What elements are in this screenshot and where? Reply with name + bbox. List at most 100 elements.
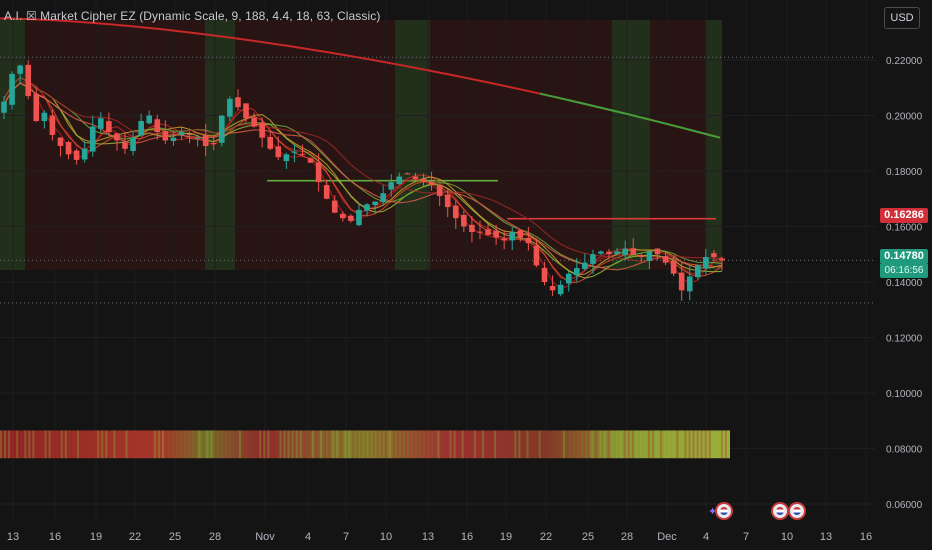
heat-strip-bar: [68, 430, 71, 459]
heat-strip-bar: [356, 430, 359, 459]
heat-strip-bar: [271, 430, 274, 459]
heat-strip-bar: [81, 430, 83, 459]
candle-body: [509, 232, 516, 241]
heat-strip-bar: [554, 430, 557, 459]
time-tick-label: 4: [703, 531, 709, 543]
candle-body: [686, 276, 693, 292]
heat-strip-bar: [587, 430, 590, 459]
heat-strip-bar: [214, 430, 217, 459]
heat-strip-bar: [72, 430, 75, 459]
time-tick-label: 25: [582, 531, 594, 543]
us-flag-event-icon[interactable]: [788, 502, 806, 520]
candle-body: [49, 115, 56, 135]
candle-body: [348, 215, 354, 221]
candle-body: [194, 137, 201, 139]
heat-strip-bar: [263, 430, 266, 459]
candle-body: [202, 134, 209, 147]
heat-strip-bar: [615, 430, 618, 459]
heat-strip-bar: [166, 430, 169, 459]
heat-strip-bar: [635, 430, 638, 459]
candle-body: [614, 251, 620, 255]
ribbon-line: [3, 80, 723, 290]
time-tick-label: 13: [422, 531, 434, 543]
candle-body: [412, 176, 419, 180]
indicator-title: A.I. ☒ Market Cipher EZ (Dynamic Scale, …: [4, 9, 381, 23]
heat-strip-bar: [490, 430, 493, 459]
candle-body: [477, 231, 483, 233]
candle-body: [436, 185, 443, 196]
candle-body: [17, 65, 23, 74]
candle-body: [89, 126, 96, 152]
us-flag-event-icon[interactable]: [771, 502, 789, 520]
currency-button[interactable]: USD: [884, 7, 920, 29]
heat-strip-bar: [251, 430, 254, 459]
heat-strip-band: [0, 430, 730, 459]
time-tick-label: 16: [461, 531, 473, 543]
candle-body: [323, 185, 330, 199]
candle-body: [573, 268, 580, 276]
heat-strip-bar: [243, 430, 245, 459]
price-tick-label: 0.06000: [886, 500, 923, 511]
heat-strip-bar: [595, 430, 598, 459]
heat-strip-bar: [465, 430, 468, 459]
price-axis: 0.22000 0.20000 0.18000 0.16000 0.14000 0.120…: [886, 56, 923, 511]
heat-strip-bar: [384, 430, 387, 459]
heat-strip-bar: [708, 430, 711, 459]
candle-body: [711, 253, 717, 258]
time-tick-label: 19: [90, 531, 102, 543]
candle-body: [9, 73, 15, 105]
heat-strip-bar: [364, 430, 367, 459]
heat-strip-bar: [24, 430, 27, 459]
ribbon-line: [3, 76, 723, 262]
candle-body: [662, 256, 669, 263]
time-axis: 13 16 19 22 25 28 Nov 4 7 10 13 16 19 22 25 28 Dec 4 7 10 13…: [7, 531, 872, 543]
candle-body: [444, 194, 451, 208]
candle-body: [25, 64, 32, 97]
candle-body: [646, 251, 653, 261]
candle-body: [210, 143, 217, 145]
candle-body: [33, 93, 40, 122]
heat-strip-bar: [287, 430, 290, 459]
last-price-tag: 0.14780: [880, 249, 928, 264]
heat-strip-bar: [603, 430, 606, 459]
heat-strip-bar: [692, 430, 695, 459]
heat-strip-bar: [93, 430, 96, 459]
heat-strip-bar: [639, 430, 642, 459]
price-tick-label: 0.08000: [886, 445, 923, 456]
candle-body: [154, 119, 161, 133]
candle-body: [517, 230, 524, 238]
heat-strip-bar: [668, 430, 671, 459]
heat-strip-bar: [514, 430, 517, 459]
heat-strip-bar: [101, 430, 104, 459]
heat-strip-bar: [429, 430, 432, 459]
heat-strip-bar: [413, 430, 416, 459]
green-cloud-band: [705, 20, 722, 270]
heat-strip-bar: [417, 430, 420, 459]
candle-body: [670, 260, 677, 274]
time-tick-label: 7: [343, 531, 349, 543]
heat-strip-bar: [400, 430, 403, 459]
heat-strip-bar: [32, 430, 35, 459]
heat-strip-bar: [8, 430, 11, 459]
candle-body: [340, 213, 346, 219]
heat-strip-bar: [141, 430, 144, 459]
candle-body: [501, 238, 507, 241]
candle-body: [41, 112, 48, 122]
green-cloud-band: [205, 20, 235, 270]
heat-strip-bar: [437, 430, 440, 459]
us-flag-event-icon[interactable]: [715, 502, 733, 520]
candle-body: [243, 103, 249, 119]
heat-strip-bar: [117, 430, 120, 459]
heat-strip-bar: [52, 430, 55, 459]
heat-strip-bar: [550, 430, 553, 459]
candle-body: [719, 258, 725, 261]
heat-strip-bar: [89, 430, 92, 459]
heat-strip-bar: [279, 430, 282, 459]
heat-strip-bar: [579, 430, 582, 459]
time-tick-label: 22: [129, 531, 141, 543]
candle-body: [315, 162, 322, 183]
heat-strip-bar: [340, 430, 343, 459]
heat-strip-bar: [311, 430, 314, 459]
time-tick-label: 25: [169, 531, 181, 543]
